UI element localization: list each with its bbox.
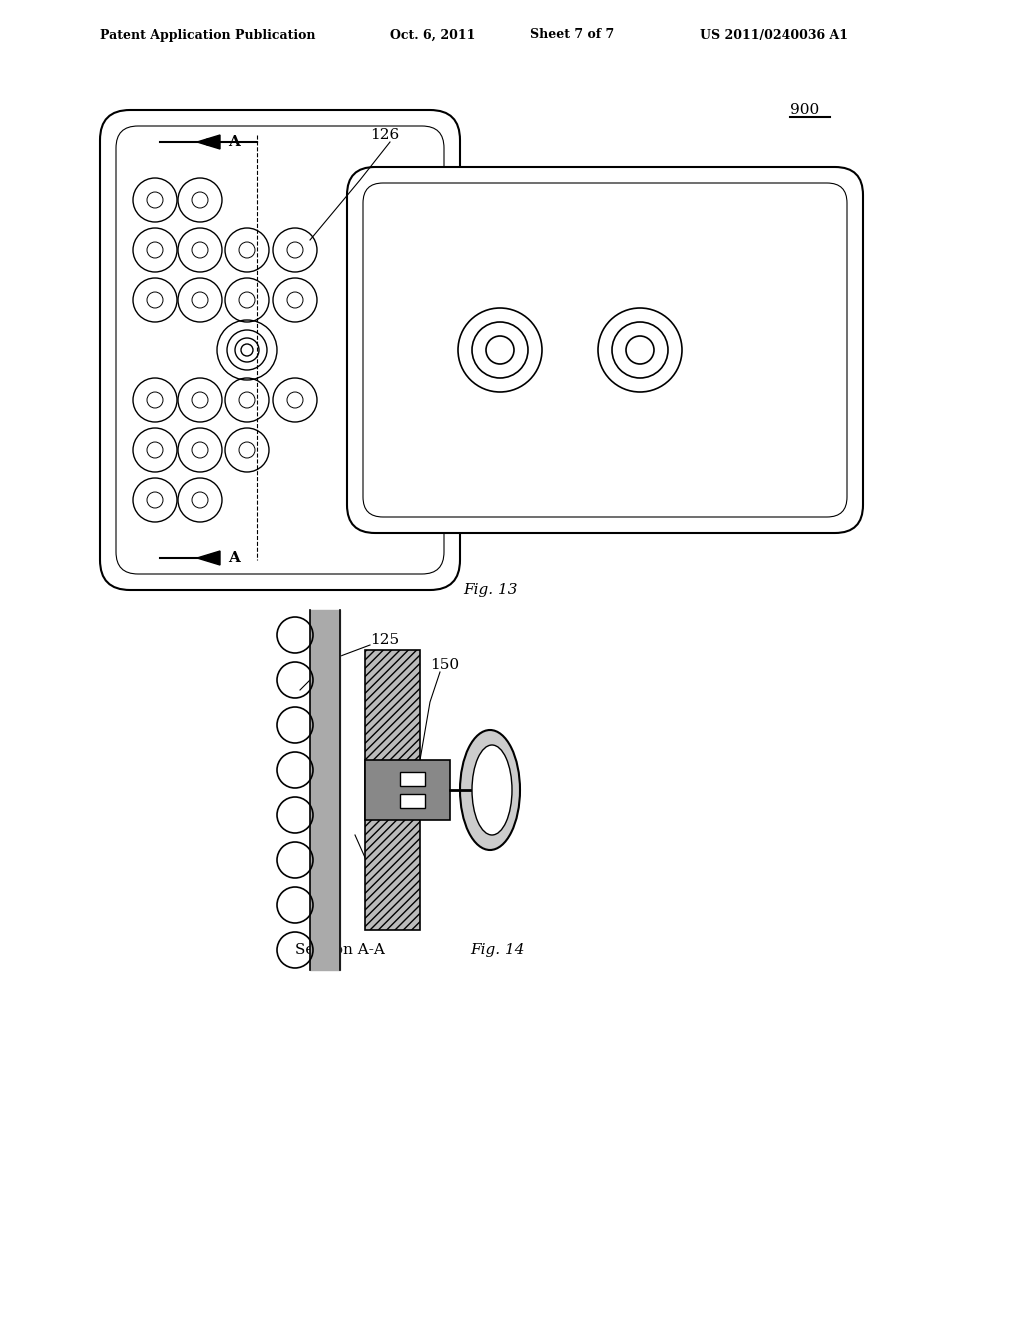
Text: A: A: [228, 135, 240, 149]
Text: Oct. 6, 2011: Oct. 6, 2011: [390, 29, 475, 41]
Text: Fig. 14: Fig. 14: [470, 942, 524, 957]
Text: US 2011/0240036 A1: US 2011/0240036 A1: [700, 29, 848, 41]
Bar: [365, 649, 420, 931]
FancyBboxPatch shape: [100, 110, 460, 590]
Text: Patent Application Publication: Patent Application Publication: [100, 29, 315, 41]
FancyBboxPatch shape: [347, 168, 863, 533]
Polygon shape: [197, 550, 220, 565]
Bar: [365, 760, 450, 820]
Text: 900: 900: [790, 103, 819, 117]
Ellipse shape: [460, 730, 520, 850]
Text: Section A-A: Section A-A: [295, 942, 385, 957]
Text: 155: 155: [380, 913, 409, 927]
Ellipse shape: [472, 744, 512, 836]
Text: A: A: [228, 550, 240, 565]
Text: 150: 150: [430, 657, 459, 672]
Bar: [400, 795, 425, 808]
Text: 125: 125: [370, 634, 399, 647]
Bar: [400, 772, 425, 785]
Text: 126: 126: [370, 128, 399, 143]
Polygon shape: [197, 135, 220, 149]
Text: Sheet 7 of 7: Sheet 7 of 7: [530, 29, 614, 41]
Text: Fig. 13: Fig. 13: [463, 583, 517, 597]
